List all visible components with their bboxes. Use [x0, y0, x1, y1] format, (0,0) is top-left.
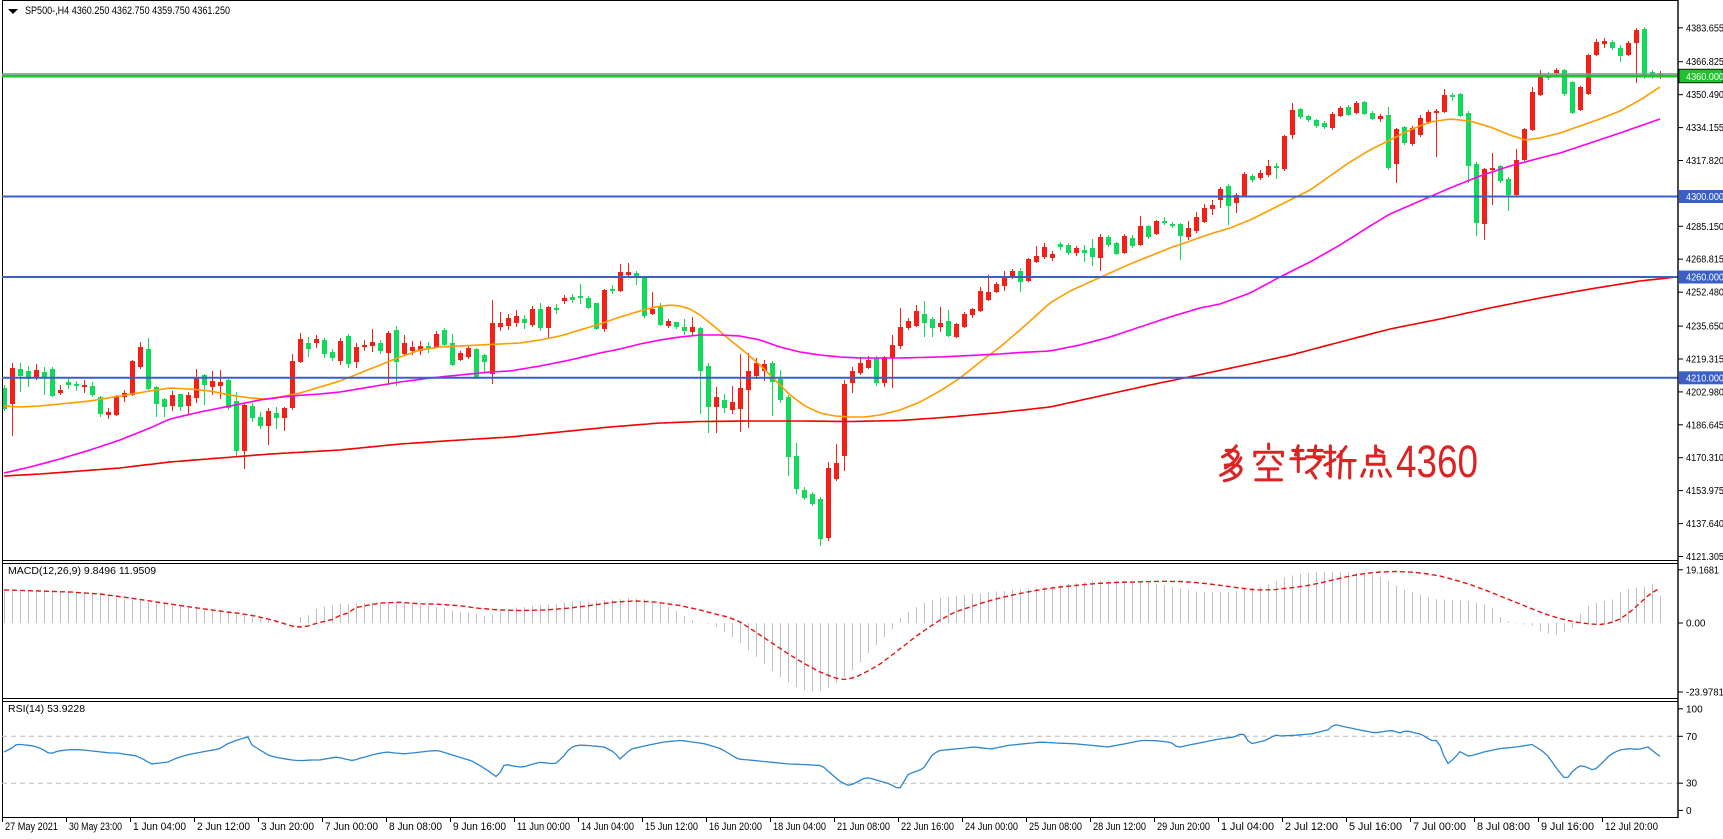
- svg-text:1 Jun 04:00: 1 Jun 04:00: [133, 821, 186, 833]
- svg-text:21 Jun 08:00: 21 Jun 08:00: [837, 821, 890, 833]
- svg-text:16 Jun 20:00: 16 Jun 20:00: [709, 821, 762, 833]
- svg-text:RSI(14) 53.9228: RSI(14) 53.9228: [8, 703, 85, 715]
- svg-text:4366.825: 4366.825: [1686, 57, 1723, 68]
- svg-text:30: 30: [1686, 779, 1698, 790]
- svg-text:4235.650: 4235.650: [1686, 322, 1723, 333]
- svg-text:8 Jun 08:00: 8 Jun 08:00: [389, 821, 442, 833]
- svg-text:-23.9781: -23.9781: [1686, 688, 1723, 699]
- svg-text:4317.820: 4317.820: [1686, 156, 1723, 167]
- svg-text:19.1681: 19.1681: [1686, 565, 1719, 576]
- svg-text:28 Jun 12:00: 28 Jun 12:00: [1093, 821, 1146, 833]
- svg-text:11 Jun 00:00: 11 Jun 00:00: [517, 821, 570, 833]
- svg-text:22 Jun 16:00: 22 Jun 16:00: [901, 821, 954, 833]
- svg-text:4300.000: 4300.000: [1686, 192, 1723, 203]
- svg-text:2 Jul 12:00: 2 Jul 12:00: [1285, 821, 1338, 833]
- svg-text:70: 70: [1686, 732, 1698, 743]
- svg-text:27 May 2021: 27 May 2021: [5, 821, 58, 833]
- svg-text:0.00: 0.00: [1686, 619, 1706, 630]
- svg-text:0: 0: [1686, 806, 1692, 817]
- svg-text:15 Jun 12:00: 15 Jun 12:00: [645, 821, 698, 833]
- svg-text:4260.000: 4260.000: [1686, 273, 1723, 284]
- svg-text:3 Jun 20:00: 3 Jun 20:00: [261, 821, 314, 833]
- svg-text:4285.150: 4285.150: [1686, 222, 1723, 233]
- svg-text:4202.980: 4202.980: [1686, 387, 1723, 398]
- svg-text:7 Jul 00:00: 7 Jul 00:00: [1413, 821, 1466, 833]
- svg-text:2 Jun 12:00: 2 Jun 12:00: [197, 821, 250, 833]
- svg-text:4153.975: 4153.975: [1686, 486, 1723, 497]
- svg-text:7 Jun 00:00: 7 Jun 00:00: [325, 821, 378, 833]
- svg-text:4252.480: 4252.480: [1686, 288, 1723, 299]
- svg-text:9 Jul 16:00: 9 Jul 16:00: [1541, 821, 1594, 833]
- svg-text:100: 100: [1686, 704, 1703, 715]
- svg-text:4360: 4360: [1396, 436, 1478, 487]
- svg-text:5 Jul 16:00: 5 Jul 16:00: [1349, 821, 1402, 833]
- svg-text:MACD(12,26,9) 9.8496 11.9509: MACD(12,26,9) 9.8496 11.9509: [8, 565, 156, 577]
- svg-text:4334.155: 4334.155: [1686, 123, 1723, 134]
- svg-text:4137.640: 4137.640: [1686, 519, 1723, 530]
- svg-text:14 Jun 04:00: 14 Jun 04:00: [581, 821, 634, 833]
- svg-text:4350.490: 4350.490: [1686, 90, 1723, 101]
- svg-text:25 Jun 08:00: 25 Jun 08:00: [1029, 821, 1082, 833]
- svg-text:4210.000: 4210.000: [1686, 373, 1723, 384]
- svg-text:4268.815: 4268.815: [1686, 255, 1723, 266]
- svg-text:8 Jul 08:00: 8 Jul 08:00: [1477, 821, 1530, 833]
- svg-text:4360.000: 4360.000: [1686, 71, 1723, 83]
- svg-text:29 Jun 20:00: 29 Jun 20:00: [1157, 821, 1210, 833]
- svg-text:4383.655: 4383.655: [1686, 23, 1723, 34]
- svg-text:9 Jun 16:00: 9 Jun 16:00: [453, 821, 506, 833]
- svg-text:24 Jun 00:00: 24 Jun 00:00: [965, 821, 1018, 833]
- svg-text:12 Jul 20:00: 12 Jul 20:00: [1605, 821, 1658, 833]
- svg-text:18 Jun 04:00: 18 Jun 04:00: [773, 821, 826, 833]
- svg-text:4170.310: 4170.310: [1686, 453, 1723, 464]
- svg-text:4121.305: 4121.305: [1686, 552, 1723, 563]
- svg-text:SP500-,H4 4360.250 4362.750 4: SP500-,H4 4360.250 4362.750 4359.750 436…: [25, 5, 230, 17]
- svg-text:4186.645: 4186.645: [1686, 420, 1723, 431]
- svg-text:4219.315: 4219.315: [1686, 355, 1723, 366]
- svg-text:30 May 23:00: 30 May 23:00: [69, 821, 122, 833]
- svg-text:1 Jul 04:00: 1 Jul 04:00: [1221, 821, 1274, 833]
